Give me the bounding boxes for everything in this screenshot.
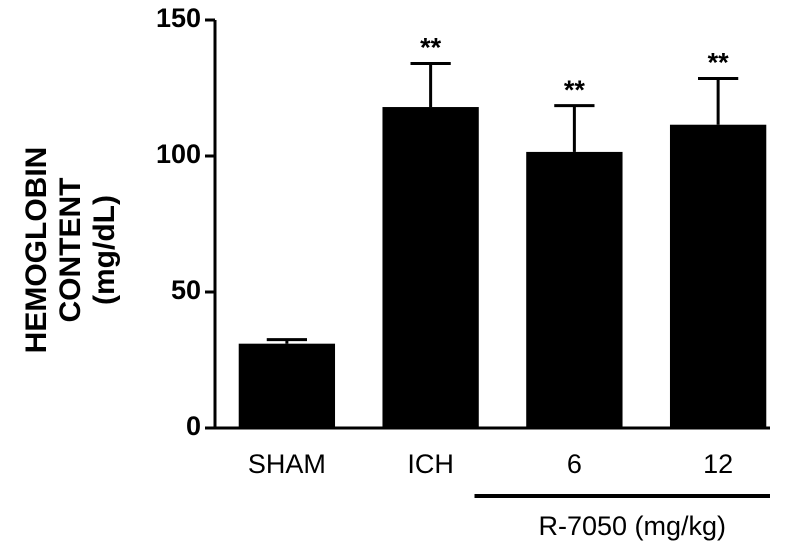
x-tick-label: 12 <box>703 449 733 479</box>
bar <box>669 124 767 428</box>
x-tick-label: ICH <box>407 449 454 479</box>
significance-label: ** <box>708 48 730 78</box>
group-label: R-7050 (mg/kg) <box>538 511 726 541</box>
y-tick-label: 100 <box>156 139 201 169</box>
bar <box>382 107 479 428</box>
y-axis-title: HEMOGLOBIN CONTENT (mg/dL) <box>20 147 121 354</box>
bar <box>238 343 336 428</box>
y-label-line: (mg/dL) <box>88 195 121 305</box>
x-tick-label: 6 <box>567 449 582 479</box>
significance-label: ** <box>420 33 442 63</box>
y-tick-label: 50 <box>171 275 201 305</box>
y-tick-label: 150 <box>156 3 201 33</box>
bar <box>526 151 623 429</box>
y-label-line: HEMOGLOBIN <box>20 147 53 354</box>
significance-label: ** <box>564 75 586 105</box>
y-label-line: CONTENT <box>54 178 87 323</box>
y-tick-label: 0 <box>186 411 201 441</box>
x-tick-label: SHAM <box>248 449 326 479</box>
